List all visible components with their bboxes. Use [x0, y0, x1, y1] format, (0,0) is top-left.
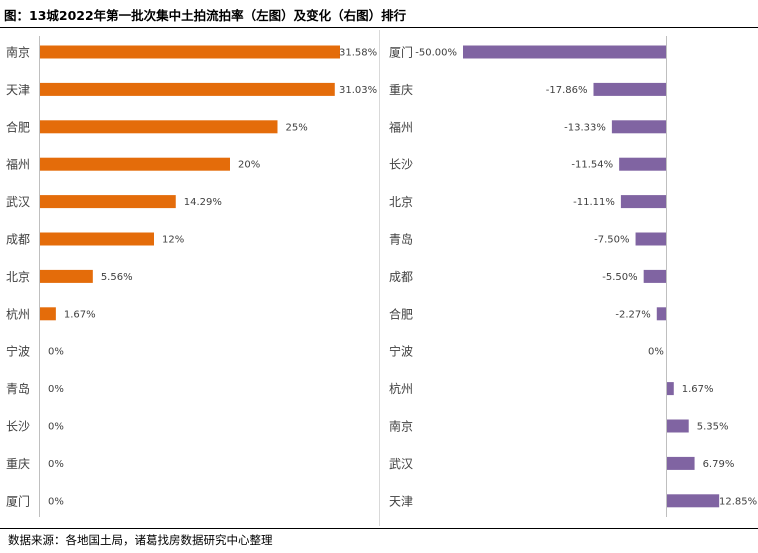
bar: [40, 232, 154, 246]
data-label: 0%: [48, 459, 64, 470]
data-label: 1.67%: [64, 309, 96, 320]
data-label: 31.03%: [339, 85, 377, 96]
bar: [667, 494, 720, 508]
data-label: 0%: [48, 347, 64, 358]
data-label: 12%: [162, 235, 184, 246]
category-label: 重庆: [6, 457, 30, 471]
data-label: -7.50%: [594, 235, 629, 246]
category-label: 宁波: [389, 344, 413, 359]
category-label: 青岛: [6, 381, 30, 396]
bar: [40, 82, 335, 96]
top-rule: [0, 27, 758, 28]
chart-title: 图：13城2022年第一批次集中土拍流拍率（左图）及变化（右图）排行: [4, 8, 407, 23]
data-label: 12.85%: [719, 496, 757, 507]
data-label: 14.29%: [184, 197, 222, 208]
category-label: 合肥: [6, 119, 30, 134]
data-label: 20%: [238, 160, 260, 171]
bar: [593, 82, 666, 96]
category-label: 成都: [6, 233, 30, 247]
category-label: 杭州: [389, 381, 413, 396]
category-label: 北京: [6, 270, 30, 284]
bar: [40, 45, 340, 59]
data-label: 0%: [48, 384, 64, 395]
data-label: 6.79%: [703, 459, 735, 470]
left-chart: 南京 31.58% 天津 31.03% 合肥 25% 福州 20% 武汉 14.29% 成都 12% 北…: [6, 36, 377, 517]
data-label: 25%: [285, 122, 307, 133]
category-label: 福州: [6, 157, 30, 172]
category-label: 南京: [6, 45, 30, 60]
bar: [40, 269, 93, 283]
category-label: 合肥: [389, 306, 413, 321]
bar: [620, 195, 666, 209]
bar: [611, 120, 666, 134]
data-label: -17.86%: [546, 85, 588, 96]
data-label: 0%: [48, 496, 64, 507]
data-label: 0%: [48, 422, 64, 433]
category-label: 天津: [389, 494, 413, 508]
data-label: -13.33%: [564, 122, 606, 133]
bar: [635, 232, 666, 246]
data-label: -11.54%: [571, 160, 613, 171]
data-label: -11.11%: [573, 197, 615, 208]
data-label: 5.56%: [101, 272, 133, 283]
bar: [40, 307, 56, 321]
category-label: 成都: [389, 270, 413, 284]
bar: [667, 419, 689, 433]
right-chart: 厦门 -50.00% 重庆 -17.86% 福州 -13.33% 长沙 -11.54% 北京 -1…: [389, 36, 757, 517]
bar: [619, 157, 666, 171]
data-label: -2.27%: [615, 309, 650, 320]
category-label: 厦门: [389, 45, 413, 60]
category-label: 武汉: [6, 195, 30, 209]
source-note: 数据来源：各地国土局，诸葛找房数据研究中心整理: [8, 533, 273, 547]
bar: [40, 157, 230, 171]
category-label: 杭州: [6, 306, 30, 321]
data-label: -50.00%: [415, 48, 457, 59]
category-label: 南京: [389, 419, 413, 434]
bar: [463, 45, 666, 59]
category-label: 武汉: [389, 457, 413, 471]
category-label: 长沙: [6, 420, 30, 434]
data-label: 31.58%: [339, 48, 377, 59]
category-label: 长沙: [389, 158, 413, 172]
category-label: 厦门: [6, 493, 30, 508]
category-label: 北京: [389, 195, 413, 209]
category-label: 天津: [6, 83, 30, 97]
bar: [40, 120, 278, 134]
bar: [643, 269, 666, 283]
bar: [656, 307, 666, 321]
data-label: -5.50%: [602, 272, 637, 283]
category-label: 重庆: [389, 83, 413, 97]
category-label: 福州: [389, 119, 413, 134]
bottom-rule: [0, 528, 758, 529]
data-label: 0%: [648, 347, 664, 358]
category-label: 青岛: [389, 232, 413, 247]
bar: [40, 195, 176, 209]
data-label: 1.67%: [682, 384, 714, 395]
bar: [667, 382, 674, 396]
bar: [667, 456, 695, 470]
category-label: 宁波: [6, 344, 30, 359]
data-label: 5.35%: [697, 422, 729, 433]
